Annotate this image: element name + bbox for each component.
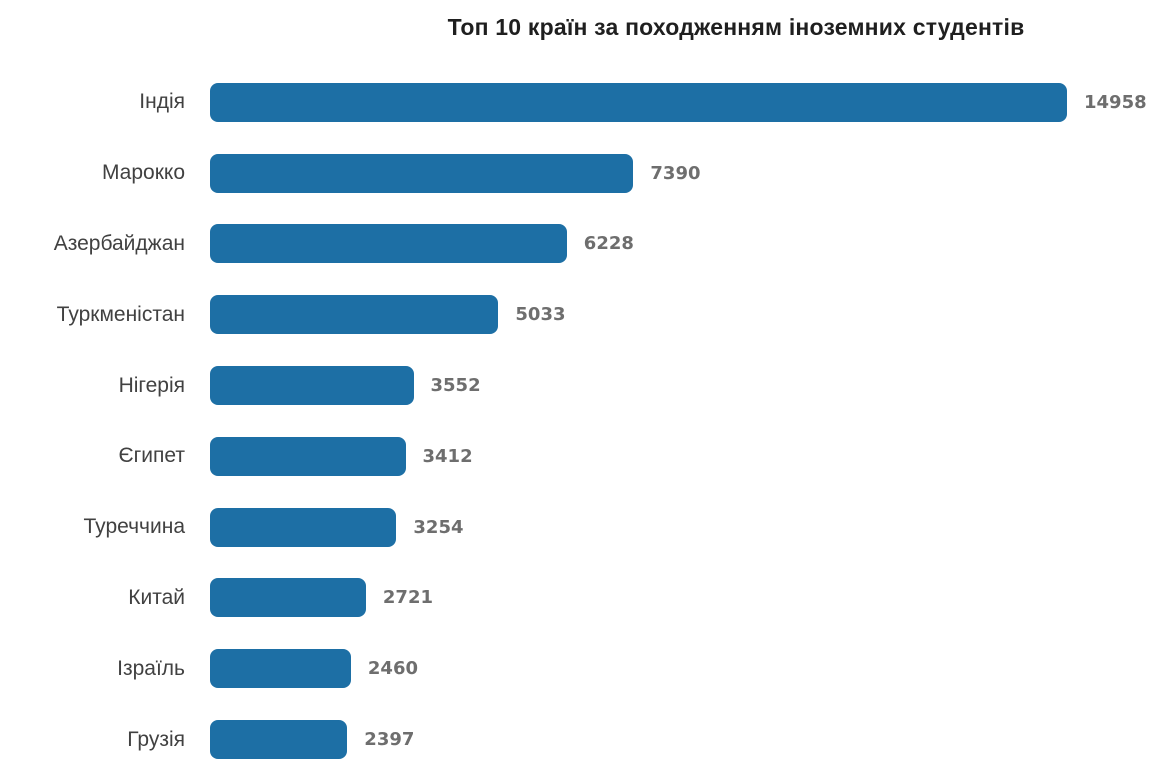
value-label: 7390: [650, 162, 701, 184]
chart-title: Топ 10 країн за походженням іноземних ст…: [447, 14, 1025, 40]
category-label: Китай: [128, 585, 185, 609]
chart-row: Азербайджан 6228: [0, 209, 1164, 280]
bar: [210, 507, 397, 547]
value-label: 5033: [515, 304, 566, 326]
category-label: Туркменістан: [56, 302, 185, 326]
value-label: 2397: [364, 729, 415, 751]
bar: [210, 295, 499, 335]
bar: [210, 82, 1067, 122]
value-label: 6228: [583, 233, 634, 255]
category-label: Марокко: [101, 161, 185, 185]
category-label: Туреччина: [83, 515, 185, 539]
category-label: Нігерія: [118, 373, 185, 397]
category-label: Азербайджан: [53, 231, 185, 255]
value-label: 14958: [1084, 91, 1147, 113]
category-label: Індія: [139, 90, 185, 114]
chart-row: Нігерія 3552: [0, 350, 1164, 421]
chart-row: Індія 14958: [0, 67, 1164, 138]
bar: [210, 366, 414, 406]
chart-row: Туреччина 3254: [0, 492, 1164, 563]
bar: [210, 436, 406, 476]
category-label: Єгипет: [118, 444, 185, 468]
chart-row: Марокко 7390: [0, 138, 1164, 209]
value-label: 3552: [430, 375, 481, 397]
value-label: 3412: [422, 445, 473, 467]
bar: [210, 153, 634, 193]
chart-row: Китай 2721: [0, 563, 1164, 634]
bar: [210, 720, 348, 760]
category-label: Грузія: [127, 727, 185, 751]
bar: [210, 649, 351, 689]
value-label: 2460: [367, 658, 418, 680]
bar: [210, 578, 366, 618]
chart-row: Туркменістан 5033: [0, 279, 1164, 350]
chart-row: Грузія 2397: [0, 704, 1164, 775]
value-label: 2721: [382, 587, 433, 609]
chart-row: Ізраїль 2460: [0, 633, 1164, 704]
category-label: Ізраїль: [117, 656, 185, 680]
chart-rows: Індія 14958 Марокко 7390 Азербайджан 6228 Турк…: [0, 67, 1164, 775]
chart-row: Єгипет 3412: [0, 421, 1164, 492]
value-label: 3254: [413, 516, 464, 538]
bar: [210, 224, 567, 264]
